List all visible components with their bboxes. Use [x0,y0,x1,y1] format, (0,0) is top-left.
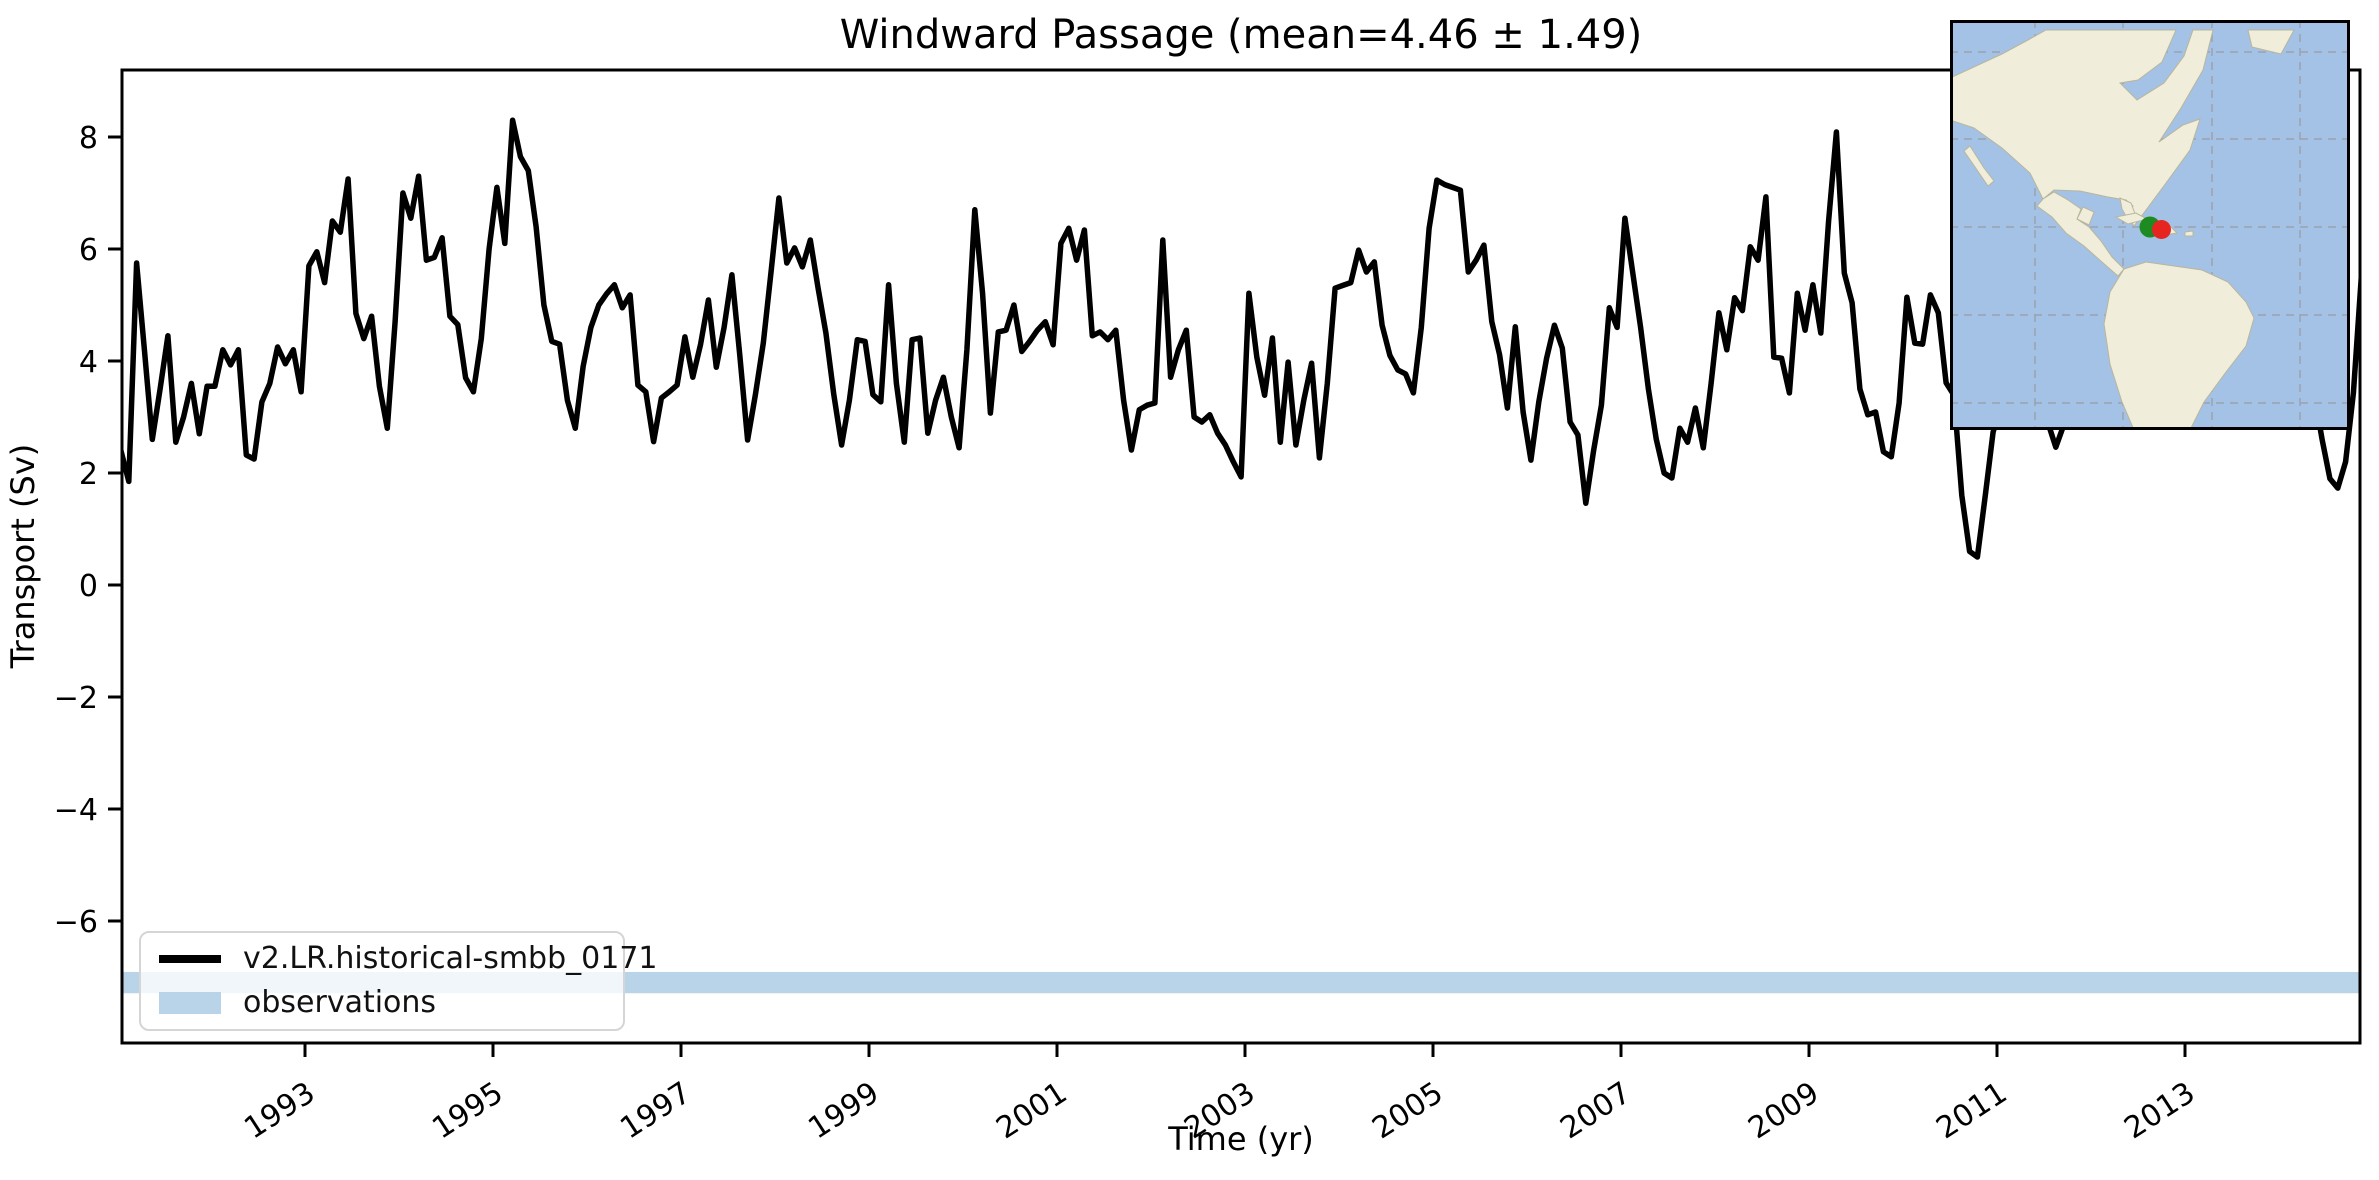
observations-band-layer [122,971,2360,994]
chart-title: Windward Passage (mean=4.46 ± 1.49) [840,12,1643,58]
map-land [1950,29,2295,430]
x-axis-label: Time (yr) [1167,1120,1314,1158]
legend-label-model: v2.LR.historical-smbb_0171 [243,941,658,977]
model-line-swatch [159,955,221,964]
x-tick-label: 1999 [802,1075,885,1146]
x-tick-label: 2007 [1554,1075,1637,1146]
x-tick-label: 1997 [614,1075,697,1146]
land-baja [1963,145,1995,187]
x-tick-label: 2001 [990,1075,1073,1146]
legend: v2.LR.historical-smbb_0171 observations [139,931,658,1031]
land-south-america [2103,261,2255,430]
y-tick-label: −2 [54,681,98,716]
legend-label-observations: observations [243,984,437,1020]
x-tick-label: 2011 [1930,1075,2013,1146]
inset-map [1950,20,2350,430]
land-yucatan [2076,206,2095,226]
x-tick-label: 1993 [238,1075,321,1146]
red-location-marker [2152,220,2171,239]
x-tick-label: 2013 [2118,1075,2201,1146]
x-tick-label: 2009 [1742,1075,1825,1146]
y-tick-label: 8 [79,121,98,156]
map-border [1950,20,2350,430]
y-tick-label: −6 [54,905,98,940]
land-central-america [2036,191,2125,277]
y-axis-label: Transport (Sv) [4,444,42,670]
land-north-america [1950,29,2214,227]
land-greenland [2247,29,2295,55]
y-tick-label: 4 [79,345,98,380]
legend-item-model: v2.LR.historical-smbb_0171 [159,938,658,980]
land-puerto-rico [2184,230,2194,237]
x-tick-label: 2005 [1366,1075,1449,1146]
observations-band-swatch [159,991,221,1014]
y-tick-label: −4 [54,793,98,828]
x-tick-label: 1995 [426,1075,509,1146]
legend-item-observations: observations [159,982,605,1024]
y-tick-label: 2 [79,457,98,492]
observations-band [122,971,2360,994]
plot-spines [120,68,2362,1045]
y-tick-label: 0 [79,569,98,604]
y-tick-label: 6 [79,233,98,268]
